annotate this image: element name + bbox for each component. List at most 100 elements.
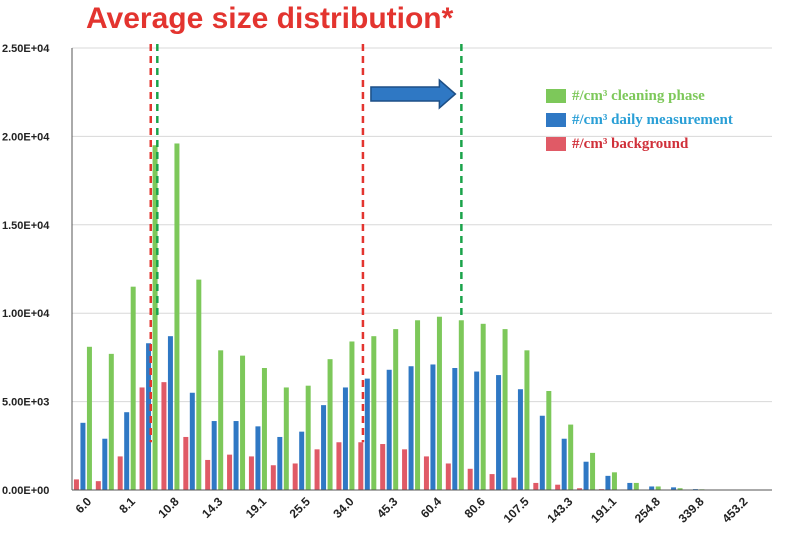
- x-tick-label: 19.1: [243, 494, 270, 521]
- bar: [539, 415, 545, 490]
- x-tick-label: 8.1: [116, 494, 138, 516]
- bar: [349, 341, 355, 490]
- bar: [167, 336, 173, 490]
- bar: [583, 461, 589, 490]
- bar: [80, 422, 86, 490]
- bar: [364, 378, 370, 490]
- bar: [261, 368, 267, 490]
- bar: [474, 371, 480, 490]
- bar: [561, 438, 567, 490]
- bar: [480, 323, 486, 490]
- bar: [445, 463, 451, 490]
- bar: [240, 355, 246, 490]
- bar: [321, 405, 327, 490]
- legend-label: #/cm³ cleaning phase: [572, 88, 705, 104]
- x-tick-label: 453.2: [719, 494, 750, 525]
- bar: [590, 452, 596, 490]
- x-tick: 80.6: [462, 494, 489, 521]
- bar: [677, 488, 683, 490]
- bar: [511, 477, 517, 490]
- bar: [248, 456, 254, 490]
- bar: [205, 459, 211, 490]
- legend-label: #/cm³ background: [572, 136, 689, 152]
- bar: [292, 463, 298, 490]
- shift-arrow: [370, 78, 457, 110]
- x-tick: 453.2: [719, 494, 750, 525]
- bar: [327, 359, 333, 490]
- bar: [627, 482, 633, 490]
- x-tick-label: 339.8: [676, 494, 707, 525]
- bar: [283, 387, 289, 490]
- bar: [458, 320, 464, 490]
- bar: [211, 421, 217, 490]
- bar: [533, 482, 539, 490]
- x-tick-label: 143.3: [544, 494, 575, 525]
- y-tick-label: 1.50E+04: [2, 220, 50, 232]
- bar: [218, 350, 224, 490]
- bar: [577, 488, 583, 490]
- x-tick: 6.0: [73, 494, 95, 516]
- x-tick-label: 10.8: [155, 494, 182, 521]
- x-tick-label: 45.3: [374, 494, 401, 521]
- bar: [183, 436, 189, 490]
- x-tick-label: 60.4: [418, 494, 445, 521]
- bar: [655, 486, 661, 490]
- bar: [305, 385, 311, 490]
- bar: [108, 353, 114, 490]
- bar: [517, 389, 523, 490]
- y-tick-label: 2.00E+04: [2, 131, 50, 143]
- bar: [86, 346, 92, 490]
- x-tick: 19.1: [243, 494, 270, 521]
- bar: [393, 329, 399, 490]
- bar: [336, 442, 342, 490]
- bar: [124, 412, 130, 490]
- bar: [233, 421, 239, 490]
- legend-swatch: [546, 137, 566, 151]
- bar: [502, 329, 508, 490]
- bar: [633, 482, 639, 490]
- x-tick-label: 254.8: [632, 494, 663, 525]
- x-tick: 60.4: [418, 494, 445, 521]
- bar: [467, 468, 473, 490]
- x-tick-label: 14.3: [199, 494, 226, 521]
- bar: [568, 424, 574, 490]
- x-tick: 34.0: [330, 494, 357, 521]
- bar: [196, 279, 202, 490]
- x-tick: 254.8: [632, 494, 663, 525]
- x-tick-label: 107.5: [501, 494, 532, 525]
- legend-swatch: [546, 113, 566, 127]
- x-tick: 107.5: [501, 494, 532, 525]
- y-tick-label: 0.00E+00: [2, 485, 49, 497]
- bar: [436, 316, 442, 490]
- x-tick: 8.1: [116, 494, 138, 516]
- bar: [496, 375, 502, 490]
- bar: [277, 436, 283, 490]
- bar: [671, 487, 677, 490]
- bar: [423, 456, 429, 490]
- legend: #/cm³ cleaning phase #/cm³ daily measurem…: [546, 88, 733, 152]
- bar: [408, 366, 414, 490]
- bar: [174, 143, 180, 491]
- x-tick: 191.1: [588, 494, 619, 525]
- x-tick-label: 6.0: [73, 494, 95, 516]
- bar: [73, 479, 79, 490]
- x-tick: 14.3: [199, 494, 226, 521]
- x-tick-label: 80.6: [462, 494, 489, 521]
- bar: [299, 431, 305, 490]
- chart-title: Average size distribution*: [86, 2, 454, 35]
- x-tick-label: 34.0: [330, 494, 357, 521]
- bar: [342, 387, 348, 490]
- legend-swatch: [546, 89, 566, 103]
- bar: [402, 449, 408, 490]
- y-tick-label: 2.50E+04: [2, 43, 50, 55]
- bar: [524, 350, 530, 490]
- bar: [146, 343, 152, 490]
- legend-label: #/cm³ daily measurement: [572, 112, 733, 128]
- x-tick: 143.3: [544, 494, 575, 525]
- bar: [380, 444, 386, 490]
- x-tick: 10.8: [155, 494, 182, 521]
- x-tick: 45.3: [374, 494, 401, 521]
- bar: [546, 390, 552, 490]
- bar: [255, 426, 261, 490]
